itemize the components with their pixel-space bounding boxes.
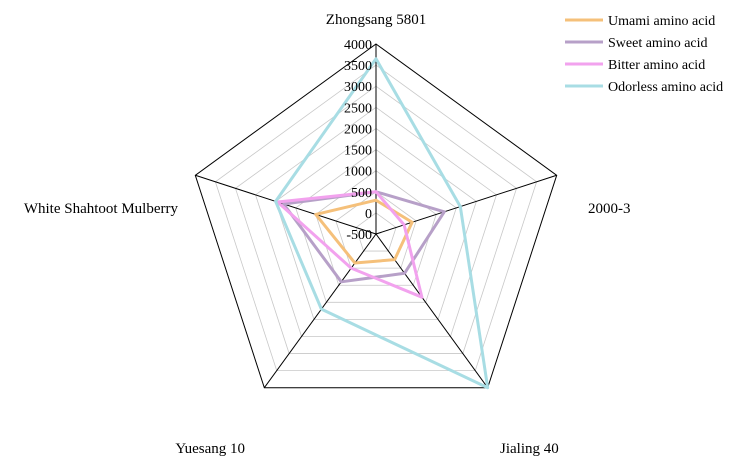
series-line-1 <box>314 198 414 265</box>
grid-ring <box>355 212 397 252</box>
axis-spoke <box>263 233 377 389</box>
tick-label: 1000 <box>344 165 372 180</box>
tick-label: 0 <box>365 207 372 222</box>
legend-label: Odorless amino acid <box>608 80 723 95</box>
category-label: Jialing 40 <box>500 441 559 457</box>
tick-label: 4000 <box>344 38 372 53</box>
series-line-4 <box>274 57 490 390</box>
category-labels: Zhongsang 5801 2000-3 Jialing 40 Yuesang 10… <box>24 12 631 457</box>
radar-series <box>274 57 490 390</box>
axis-spoke <box>375 174 557 235</box>
legend-label: Bitter amino acid <box>608 58 705 73</box>
tick-label: 500 <box>351 186 372 201</box>
grid-ring <box>194 43 558 389</box>
category-label: Yuesang 10 <box>175 441 245 457</box>
legend-label: Sweet amino acid <box>608 36 708 51</box>
category-label: 2000-3 <box>588 201 631 217</box>
tick-label: 1500 <box>344 144 372 159</box>
series-line-3 <box>276 190 424 299</box>
category-label: Zhongsang 5801 <box>326 12 426 28</box>
grid-ring <box>335 191 417 269</box>
grid-ring <box>234 85 518 354</box>
tick-label: 2000 <box>344 122 372 137</box>
tick-label: 3500 <box>344 59 372 74</box>
category-label: White Shahtoot Mulberry <box>24 201 179 217</box>
legend: Umami amino acid Sweet amino acid Bitter a… <box>565 14 723 95</box>
tick-label: -500 <box>346 228 372 243</box>
tick-label: 2500 <box>344 101 372 116</box>
axis-spoke <box>375 233 489 389</box>
radial-tick-labels: -500 0 500 1000 1500 2000 2500 3000 3500 4000 <box>344 38 372 243</box>
legend-label: Umami amino acid <box>608 14 715 29</box>
grid-ring <box>275 127 477 320</box>
tick-label: 3000 <box>344 80 372 95</box>
grid-ring <box>214 64 538 372</box>
